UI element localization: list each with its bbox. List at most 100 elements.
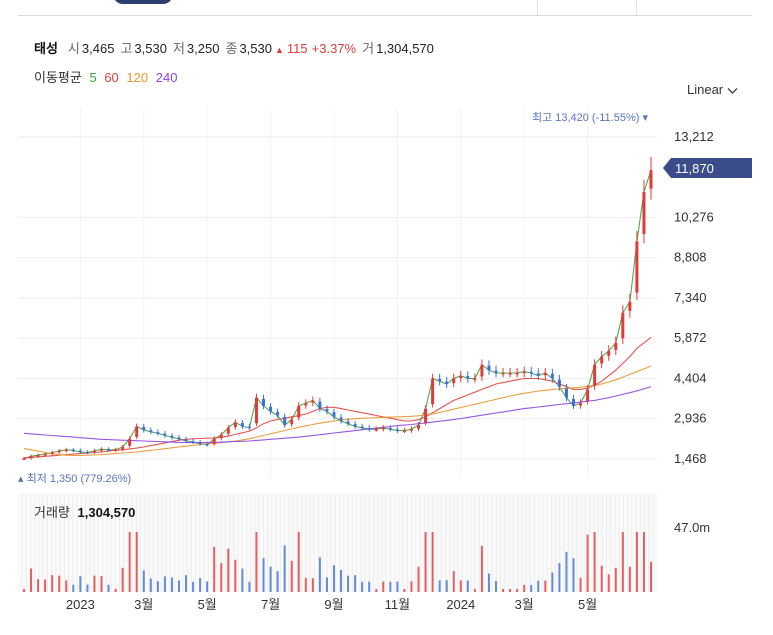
volume-bar <box>79 576 82 592</box>
candle-body <box>99 449 103 451</box>
volume-bar <box>142 570 145 592</box>
candle-body <box>480 364 484 377</box>
candle-body <box>438 378 442 382</box>
candle-body <box>649 170 653 189</box>
candle-body <box>628 301 632 312</box>
candle-body <box>473 378 477 380</box>
low-label: 저 <box>172 41 185 56</box>
header-separator <box>636 0 637 15</box>
volume-bar <box>650 561 652 592</box>
volume-bar <box>234 559 237 592</box>
current-price-label: 11,870 <box>675 161 714 176</box>
volume-bar <box>318 557 321 592</box>
candle-body <box>43 454 47 456</box>
candle-body <box>452 378 456 384</box>
volume-bar <box>100 576 103 592</box>
volume-bar <box>642 532 645 592</box>
candle-body <box>346 421 350 424</box>
candle-body <box>135 426 139 437</box>
candle-body <box>240 422 244 427</box>
volume-bar <box>276 571 279 592</box>
ma-240-label: 240 <box>155 70 178 85</box>
header-divider <box>18 15 752 16</box>
volume-bar <box>375 589 378 592</box>
x-tick-label: 5월 <box>198 597 217 612</box>
candle-body <box>128 438 132 446</box>
candle-body <box>360 426 364 429</box>
candle-body <box>332 412 336 417</box>
candle-body <box>339 417 343 421</box>
candle-body <box>593 364 597 386</box>
ma-60-line <box>23 336 652 459</box>
volume-bar <box>332 565 335 592</box>
y-tick-label: 2,936 <box>674 411 707 426</box>
candle-body <box>501 372 505 375</box>
volume-bar <box>114 589 117 592</box>
volume-bar <box>283 545 286 592</box>
volume-bar <box>572 558 575 592</box>
volume-bar <box>607 574 610 592</box>
volume-bar <box>30 568 33 592</box>
candle-body <box>191 441 195 443</box>
close-value: 3,530 <box>239 41 272 56</box>
moving-average-legend[interactable]: 이동평균 5 60 120 240 <box>34 67 181 86</box>
y-tick-label: 1,468 <box>674 451 707 466</box>
volume-bar <box>621 532 624 592</box>
candle-body <box>36 455 40 457</box>
volume-bar <box>382 581 385 592</box>
volume-bar <box>438 580 441 592</box>
volume-bar <box>107 584 110 592</box>
volume-bar <box>269 566 272 592</box>
volume-bar <box>93 575 96 592</box>
x-tick-label: 3월 <box>134 597 153 612</box>
candle-body <box>417 425 421 429</box>
close-label: 종 <box>225 41 238 56</box>
high-value: 3,530 <box>134 41 167 56</box>
scale-dropdown[interactable]: Linear <box>687 82 738 97</box>
volume-bar <box>551 572 554 592</box>
volume-panel-bg <box>18 493 657 592</box>
volume-bar <box>410 581 413 592</box>
volume-bar <box>163 576 166 592</box>
x-tick-label: 9월 <box>324 597 343 612</box>
candle-body <box>50 452 54 455</box>
volume-bar <box>121 567 124 592</box>
volume-bar <box>128 532 131 592</box>
volume-bar <box>185 575 188 592</box>
x-tick-label: 2024 <box>446 597 475 612</box>
volume-bar <box>304 577 307 592</box>
volume-bar <box>628 566 631 592</box>
x-tick-label: 7월 <box>261 597 280 612</box>
volume-bar <box>156 581 159 592</box>
ma-120-label: 120 <box>126 70 149 85</box>
volume-bar <box>227 548 230 592</box>
volume-bar <box>177 580 180 592</box>
candle-body <box>149 430 153 432</box>
volume-bar <box>495 580 498 592</box>
open-value: 3,465 <box>81 41 115 56</box>
volume-bar <box>593 532 596 592</box>
volume-bar <box>58 575 61 592</box>
ma-60-label: 60 <box>104 70 119 85</box>
volume-bar <box>325 577 328 592</box>
price-summary: 태성 시 3,465 고 3,530 저 3,250 종 3,530 ▲ 115… <box>34 38 440 57</box>
volume-bar <box>23 589 25 592</box>
candle-body <box>247 426 251 429</box>
candle-body <box>205 443 209 446</box>
candle-body <box>445 381 449 384</box>
volume-bar <box>311 578 314 592</box>
candle-body <box>304 403 308 406</box>
current-price-badge <box>663 158 752 178</box>
volume-bar <box>170 577 173 592</box>
y-tick-label: 10,276 <box>674 209 714 224</box>
candle-body <box>290 419 294 425</box>
candle-body <box>163 433 167 436</box>
candle-body <box>564 388 568 398</box>
min-price-marker: ▴ 최저 1,350 (779.26%) <box>18 472 131 485</box>
candle-body <box>409 429 413 431</box>
ma-120-line <box>23 365 652 457</box>
volume-bar <box>135 532 138 592</box>
ma-5-line <box>23 169 652 460</box>
selected-tab-pill[interactable] <box>113 0 173 4</box>
